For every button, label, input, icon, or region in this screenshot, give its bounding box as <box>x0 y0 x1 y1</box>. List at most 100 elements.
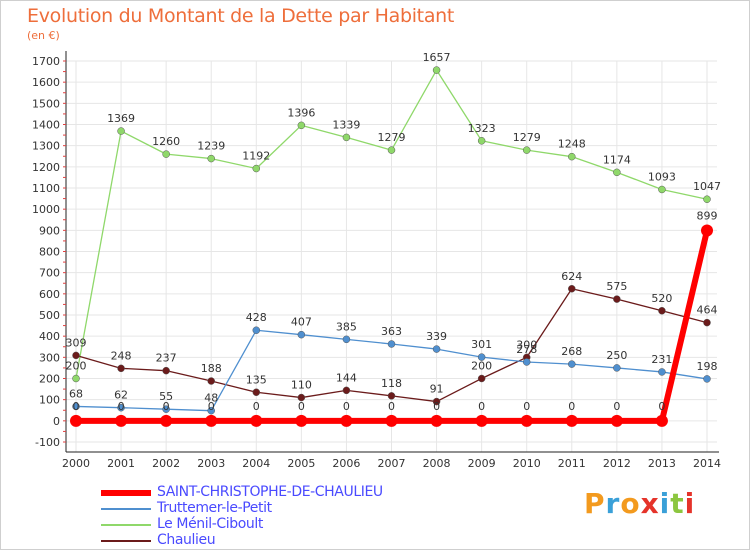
y-tick-label: 1300 <box>32 140 60 153</box>
data-label: 118 <box>381 377 402 390</box>
data-label: 0 <box>163 400 170 413</box>
data-label: 48 <box>204 392 218 405</box>
data-point <box>703 195 711 203</box>
data-point <box>117 403 125 412</box>
legend-swatch <box>101 540 151 542</box>
data-point <box>387 146 396 154</box>
data-label: 1248 <box>558 138 586 151</box>
data-point <box>703 318 711 327</box>
data-label: 300 <box>516 338 537 351</box>
data-label: 385 <box>336 320 357 333</box>
data-point <box>568 152 576 161</box>
x-tick-label: 2003 <box>197 457 225 470</box>
data-point <box>342 335 351 344</box>
data-label: 1279 <box>513 131 541 144</box>
x-tick-label: 2000 <box>62 457 90 470</box>
y-tick-label: 600 <box>39 288 60 301</box>
y-tick-label: -100 <box>35 436 60 449</box>
data-label: 339 <box>426 330 447 343</box>
data-point <box>522 146 531 154</box>
data-label: 1192 <box>242 150 270 163</box>
data-point <box>72 351 80 360</box>
data-point <box>162 405 170 413</box>
data-point <box>297 121 306 130</box>
data-point <box>610 414 623 427</box>
data-label: 268 <box>561 345 582 358</box>
data-label: 1279 <box>378 131 406 144</box>
x-tick-label: 2014 <box>693 457 721 470</box>
y-tick-label: 1400 <box>32 119 60 132</box>
data-point <box>297 330 306 339</box>
y-tick-label: 200 <box>39 373 60 386</box>
data-point <box>250 414 263 427</box>
data-point <box>565 414 578 427</box>
data-label: 1323 <box>468 122 496 135</box>
data-point <box>658 307 666 315</box>
data-point <box>477 374 486 383</box>
logo-letter: o <box>620 487 641 520</box>
data-label: 110 <box>291 379 312 392</box>
logo-letter: P <box>584 487 606 520</box>
data-label: 1047 <box>693 180 721 193</box>
data-point <box>385 414 398 427</box>
data-point <box>522 358 531 366</box>
x-tick-label: 2010 <box>513 457 541 470</box>
y-tick-label: 300 <box>39 351 60 364</box>
data-point <box>162 366 170 375</box>
data-label: 200 <box>471 360 492 373</box>
y-tick-label: 0 <box>53 415 60 428</box>
logo-letter: i <box>684 487 696 520</box>
data-point <box>658 185 666 194</box>
y-tick-label: 1200 <box>32 161 60 174</box>
data-label: 62 <box>114 389 128 402</box>
y-tick-label: 800 <box>39 246 60 259</box>
legend-swatch <box>101 508 151 510</box>
data-label: 0 <box>298 400 305 413</box>
x-tick-label: 2012 <box>603 457 631 470</box>
data-point <box>658 368 666 376</box>
data-point <box>477 137 486 145</box>
data-point <box>207 154 215 163</box>
data-point <box>432 66 441 74</box>
data-point <box>477 353 486 361</box>
data-point <box>162 150 170 158</box>
data-label: 248 <box>111 349 132 362</box>
x-tick-label: 2002 <box>152 457 180 470</box>
data-label: 0 <box>253 400 260 413</box>
legend-label: Chaulieu <box>157 532 216 548</box>
data-label: 0 <box>613 400 620 413</box>
data-label: 301 <box>471 338 492 351</box>
data-label: 0 <box>343 400 350 413</box>
data-label: 363 <box>381 325 402 338</box>
data-label: 55 <box>159 390 173 403</box>
data-label: 1093 <box>648 170 676 183</box>
data-point <box>613 168 621 177</box>
data-point <box>342 386 351 395</box>
data-point <box>117 364 125 373</box>
data-label: 237 <box>156 352 177 365</box>
data-point <box>703 375 711 383</box>
logo-letter: t <box>670 487 685 520</box>
data-point <box>70 414 82 427</box>
data-label: 1339 <box>332 118 360 131</box>
unit-label: (en €) <box>27 29 60 42</box>
data-label: 0 <box>73 400 80 413</box>
data-point <box>475 414 488 427</box>
y-tick-label: 1600 <box>32 76 60 89</box>
data-label: 0 <box>658 400 665 413</box>
data-label: 0 <box>478 400 485 413</box>
data-label: 1657 <box>423 51 451 64</box>
x-tick-label: 2006 <box>332 457 360 470</box>
data-point <box>568 285 576 293</box>
legend-swatch <box>101 524 151 526</box>
data-point <box>520 414 533 427</box>
data-label: 0 <box>208 400 215 413</box>
legend-label: Le Ménil-Ciboult <box>157 516 263 532</box>
data-label: 428 <box>246 311 267 324</box>
data-point <box>252 326 261 334</box>
data-label: 91 <box>430 383 444 396</box>
data-point <box>207 377 215 385</box>
logo-letter: i <box>659 487 671 520</box>
y-tick-label: 1100 <box>32 182 60 195</box>
data-label: 0 <box>568 400 575 413</box>
